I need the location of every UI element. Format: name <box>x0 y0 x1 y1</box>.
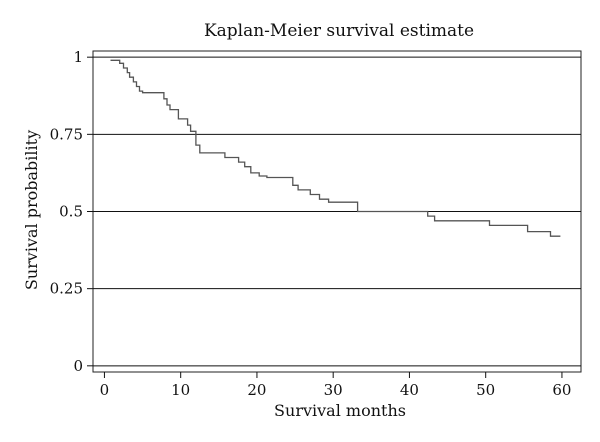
y-axis-ticks: 0 0.25 0.5 0.75 1 <box>50 48 93 375</box>
y-tick-label: 0.25 <box>50 280 83 298</box>
x-axis-label: Survival months <box>274 401 406 420</box>
y-tick-label: 0 <box>73 357 83 375</box>
series-layer <box>110 59 561 237</box>
x-tick-label: 0 <box>100 381 110 399</box>
y-axis-label: Survival probability <box>22 130 41 290</box>
survival-curve <box>110 59 561 237</box>
chart-title: Kaplan-Meier survival estimate <box>204 21 474 41</box>
x-tick-label: 40 <box>400 381 419 399</box>
x-tick-label: 60 <box>552 381 571 399</box>
grid-lines <box>93 56 581 367</box>
x-axis-ticks: 0 10 20 30 40 50 60 <box>100 372 571 399</box>
x-tick-label: 20 <box>247 381 266 399</box>
x-tick-label: 50 <box>476 381 495 399</box>
y-tick-label: 0.75 <box>50 125 83 143</box>
x-tick-label: 30 <box>324 381 343 399</box>
x-tick-label: 10 <box>171 381 190 399</box>
y-tick-label: 1 <box>73 48 83 66</box>
y-tick-label: 0.5 <box>59 203 83 221</box>
